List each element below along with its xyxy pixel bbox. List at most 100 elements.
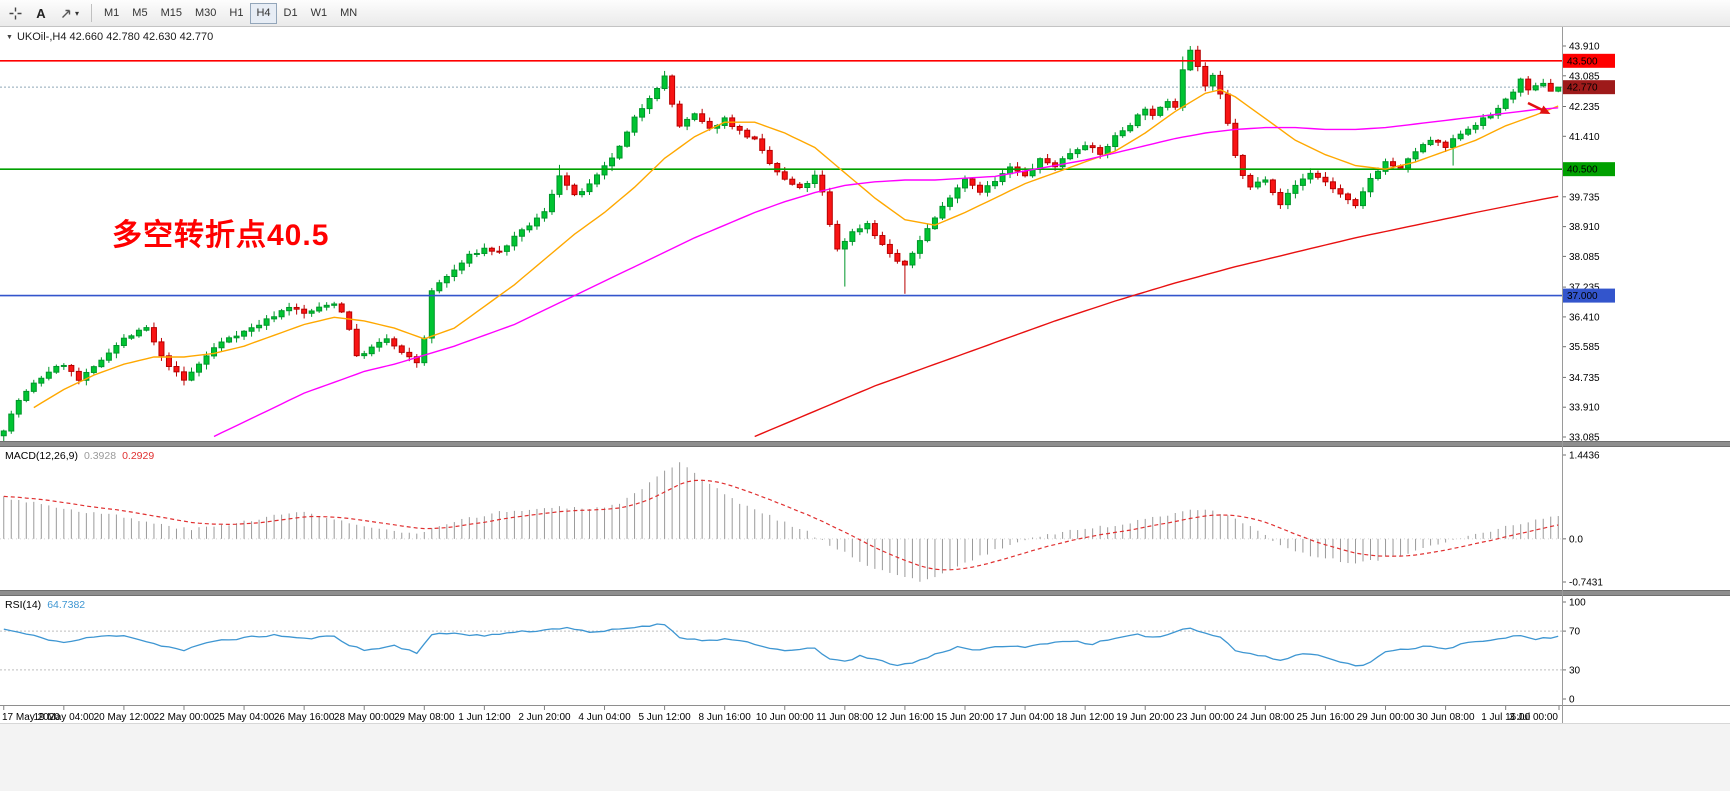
toolbar: A ▾ M1 M5 M15 M30 H1 H4 D1 W1 MN xyxy=(0,0,1730,27)
time-axis-label: 25 May 04:00 xyxy=(214,712,275,723)
slow-ma-line xyxy=(754,195,1559,438)
price-axis-tick-label: 36.410 xyxy=(1569,312,1600,323)
panel-separator[interactable] xyxy=(0,590,1730,596)
timeframe-button-m1[interactable]: M1 xyxy=(104,7,120,19)
price-axis-tick-label: 43.085 xyxy=(1569,71,1600,82)
collapse-caret-icon[interactable]: ▼ xyxy=(6,33,13,41)
time-axis-label: 29 Jun 00:00 xyxy=(1357,712,1415,723)
time-axis-label: 12 Jun 16:00 xyxy=(876,712,934,723)
time-axis-label: 23 Jun 00:00 xyxy=(1176,712,1234,723)
text-label-glyph: A xyxy=(36,5,46,21)
dropdown-caret-icon: ▾ xyxy=(75,8,80,18)
toolbar-separator xyxy=(91,4,93,22)
price-axis-tick-label: 33.085 xyxy=(1569,433,1600,442)
time-axis-label: 5 Jun 12:00 xyxy=(638,712,691,723)
text-label-tool-button[interactable]: A xyxy=(29,3,53,24)
time-axis-label: 28 May 00:00 xyxy=(334,712,395,723)
main-chart-panel[interactable]: 43.91043.08542.23541.41040.58539.73538.9… xyxy=(0,27,1730,444)
time-axis-label: 11 Jun 08:00 xyxy=(816,712,874,723)
price-arrow-marker xyxy=(1527,101,1551,114)
time-axis-label: 29 May 08:00 xyxy=(394,712,455,723)
price-axis-tick-label: 43.910 xyxy=(1569,42,1600,53)
macd-canvas[interactable]: 1.4436 0.0 -0.7431 xyxy=(0,447,1730,590)
time-axis-label: 2 Jun 20:00 xyxy=(518,712,571,723)
time-axis-label: 10 Jun 00:00 xyxy=(756,712,814,723)
panel-separator[interactable] xyxy=(0,441,1730,447)
macd-indicator-label: MACD(12,26,9) 0.3928 0.2929 xyxy=(5,450,154,462)
timeframe-button-mn[interactable]: MN xyxy=(340,7,358,19)
timeframe-button-h1[interactable]: H1 xyxy=(229,7,244,19)
bid-price-badge: 42.770 xyxy=(1563,80,1615,95)
time-axis-label: 17 Jun 04:00 xyxy=(996,712,1054,723)
rsi-canvas[interactable]: 100 70 30 0 xyxy=(0,596,1730,706)
rsi-value: 64.7382 xyxy=(47,599,86,611)
svg-text:37.000: 37.000 xyxy=(1567,291,1598,302)
timeframe-button-w1[interactable]: W1 xyxy=(310,7,328,19)
rsi-line xyxy=(3,623,1559,667)
arrow-icon xyxy=(62,9,71,18)
time-axis-label: 20 May 12:00 xyxy=(94,712,155,723)
fast-ma-line xyxy=(33,88,1559,409)
macd-signal-value: 0.2929 xyxy=(122,450,155,462)
rsi-axis-label: 30 xyxy=(1569,665,1581,676)
window-background xyxy=(0,723,1730,791)
time-axis-label: 1 Jul 16:00 xyxy=(1481,712,1530,723)
price-axis-tick-label: 39.735 xyxy=(1569,192,1600,203)
macd-signal-line xyxy=(3,479,1559,571)
time-axis-label: 22 May 00:00 xyxy=(154,712,215,723)
chart-title: ▼ UKOil-,H4 42.660 42.780 42.630 42.770 xyxy=(6,31,213,43)
rsi-indicator-label: RSI(14) 64.7382 xyxy=(5,599,85,611)
price-level-badge: 40.500 xyxy=(1563,162,1615,177)
svg-text:43.500: 43.500 xyxy=(1567,56,1598,67)
price-axis-tick-label: 41.410 xyxy=(1569,132,1600,143)
time-axis-label: 19 Jun 20:00 xyxy=(1116,712,1174,723)
timeframe-button-m5[interactable]: M5 xyxy=(132,7,148,19)
svg-text:40.500: 40.500 xyxy=(1567,165,1598,176)
time-axis[interactable]: 17 May 2020 19 May 04:00 20 May 12:00 22 Ma… xyxy=(0,705,1730,723)
macd-name: MACD(12,26,9) xyxy=(5,450,78,462)
timeframe-button-m15[interactable]: M15 xyxy=(160,7,182,19)
time-axis-label: 1 Jun 12:00 xyxy=(458,712,511,723)
main-chart-canvas[interactable]: 43.91043.08542.23541.41040.58539.73538.9… xyxy=(0,27,1730,444)
price-level-badge: 43.500 xyxy=(1563,53,1615,68)
price-axis-tick-label: 42.235 xyxy=(1569,102,1600,113)
rsi-axis-label: 100 xyxy=(1569,598,1586,609)
rsi-panel[interactable]: 100 70 30 0 RSI(14) 64.7382 xyxy=(0,596,1730,706)
svg-text:42.770: 42.770 xyxy=(1567,83,1598,94)
macd-panel[interactable]: 1.4436 0.0 -0.7431 MACD(12,26,9) 0.3928 0.… xyxy=(0,447,1730,590)
macd-axis-label: 1.4436 xyxy=(1569,451,1600,462)
macd-main-value: 0.3928 xyxy=(83,450,117,462)
price-axis-tick-label: 37.235 xyxy=(1569,283,1600,294)
crosshair-tool-button[interactable] xyxy=(3,3,28,24)
timeframe-button-h4[interactable]: H4 xyxy=(250,2,277,24)
chart-title-text: UKOil-,H4 42.660 42.780 42.630 42.770 xyxy=(16,31,214,43)
macd-axis-label: -0.7431 xyxy=(1569,578,1603,589)
rsi-axis-label: 0 xyxy=(1569,695,1575,706)
timeframe-button-m30[interactable]: M30 xyxy=(194,7,217,19)
time-axis-label: 17 May 2020 xyxy=(2,712,60,723)
time-axis-label: 25 Jun 16:00 xyxy=(1297,712,1355,723)
macd-axis-label: 0.0 xyxy=(1569,534,1583,545)
candlesticks xyxy=(0,45,1562,442)
arrow-tool-button[interactable]: ▾ xyxy=(54,3,85,24)
time-axis-label: 8 Jun 16:00 xyxy=(699,712,752,723)
price-axis-tick-label: 35.585 xyxy=(1569,342,1600,353)
chart-annotation: 多空转折点40.5 xyxy=(112,219,330,252)
time-axis-label: 4 Jun 04:00 xyxy=(578,712,631,723)
timeframe-button-d1[interactable]: D1 xyxy=(283,7,298,19)
time-axis-label: 3 Jul 00:00 xyxy=(1509,712,1558,723)
macd-histogram xyxy=(3,462,1559,582)
time-axis-label: 19 May 04:00 xyxy=(34,712,95,723)
price-axis-tick-label: 33.910 xyxy=(1569,403,1600,414)
time-axis-label: 30 Jun 08:00 xyxy=(1417,712,1475,723)
price-scale-divider xyxy=(1562,27,1563,723)
rsi-axis-label: 70 xyxy=(1569,627,1581,638)
time-axis-label: 15 Jun 20:00 xyxy=(936,712,994,723)
medium-ma-line xyxy=(213,107,1559,438)
price-axis-tick-label: 38.910 xyxy=(1569,222,1600,233)
price-axis-tick-label: 34.735 xyxy=(1569,373,1600,384)
rsi-name: RSI(14) xyxy=(5,599,42,611)
time-axis-label: 18 Jun 12:00 xyxy=(1056,712,1114,723)
